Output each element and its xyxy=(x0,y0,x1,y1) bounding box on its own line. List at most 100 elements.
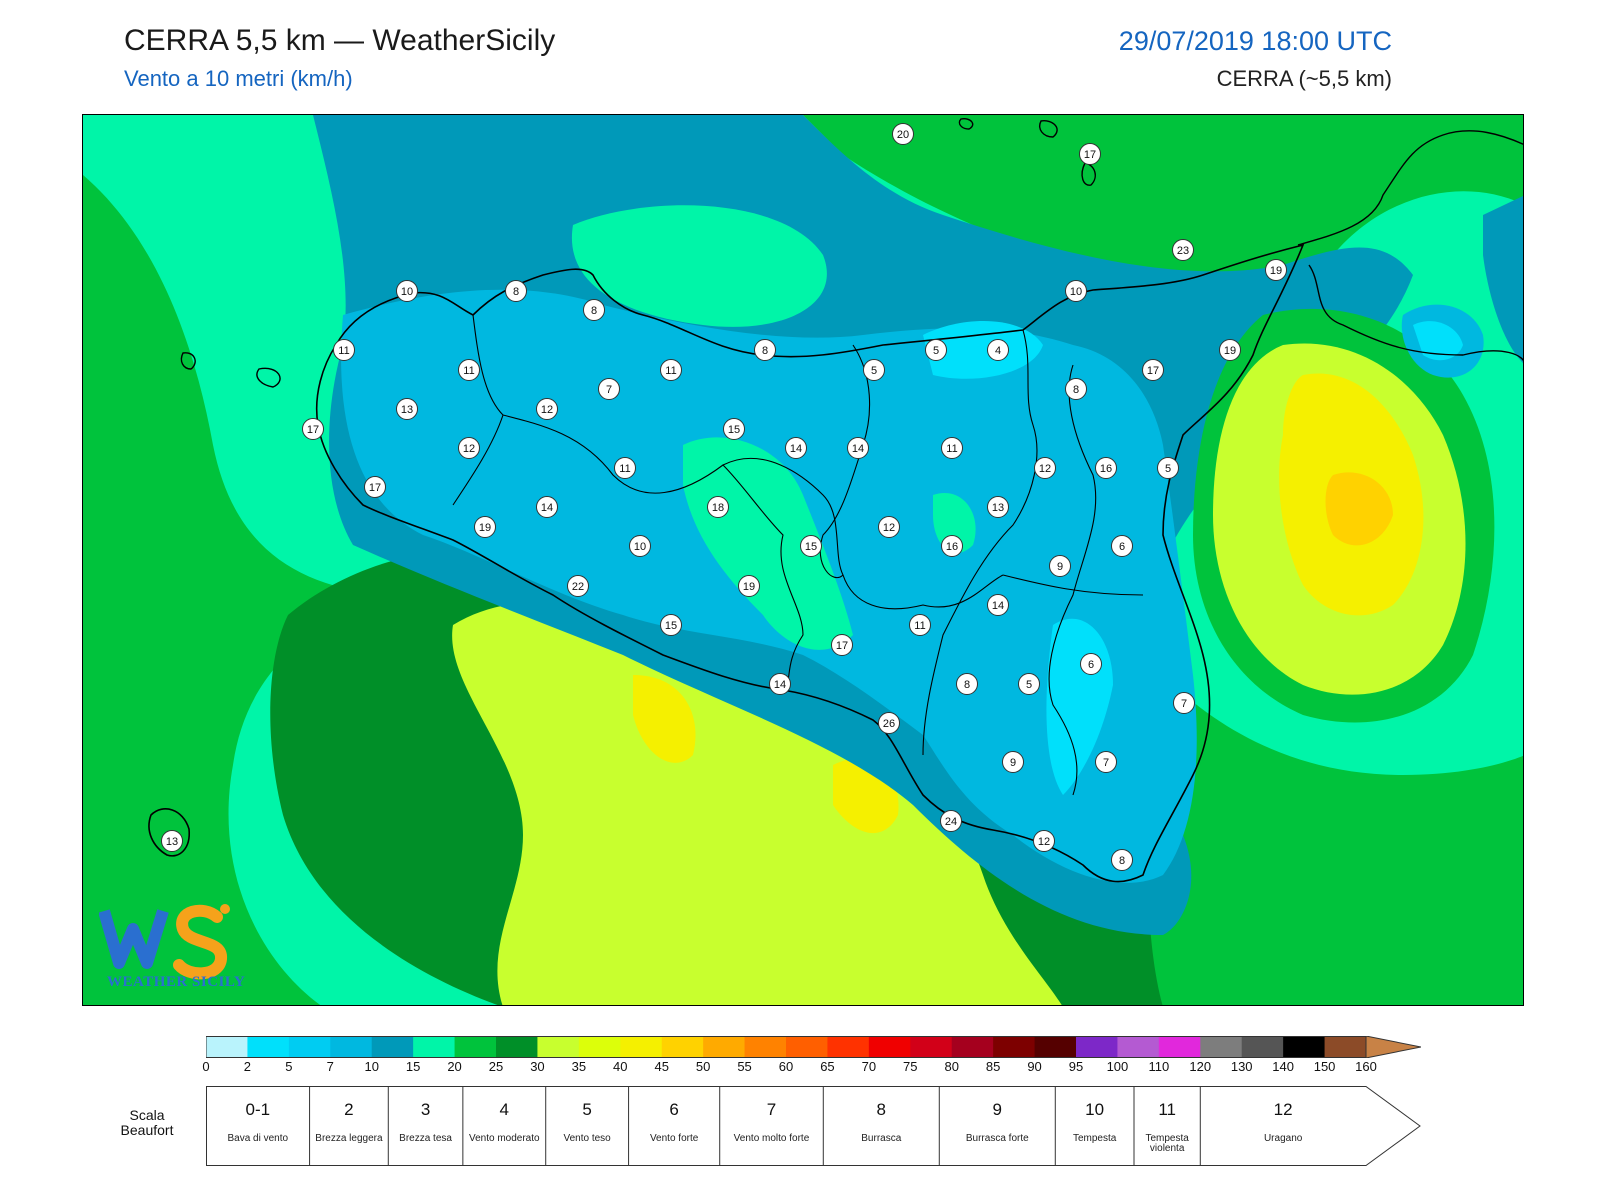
colorbar-swatch xyxy=(1117,1036,1160,1058)
colorbar-swatch xyxy=(868,1036,911,1058)
beaufort-number: 4 xyxy=(499,1100,509,1119)
beaufort-level: 4 Vento moderato xyxy=(463,1086,546,1164)
beaufort-description: Uragano xyxy=(1263,1133,1303,1144)
station-marker: 19 xyxy=(474,516,496,538)
colorbar-tick-label: 55 xyxy=(737,1059,752,1074)
station-marker: 8 xyxy=(505,280,527,302)
station-marker: 17 xyxy=(302,418,324,440)
station-marker: 11 xyxy=(333,339,355,361)
colorbar-tick-label: 110 xyxy=(1148,1059,1170,1074)
colorbar-swatch xyxy=(744,1036,787,1058)
station-marker: 14 xyxy=(785,437,807,459)
beaufort-number: 5 xyxy=(582,1100,592,1119)
beaufort-caption: Scala Beaufort xyxy=(120,1107,174,1138)
station-marker: 5 xyxy=(863,359,885,381)
station-marker: 24 xyxy=(940,810,962,832)
station-marker: 7 xyxy=(1095,751,1117,773)
station-marker: 15 xyxy=(723,418,745,440)
colorbar-swatch xyxy=(910,1036,953,1058)
station-marker: 14 xyxy=(847,437,869,459)
wind-speed-colorbar xyxy=(206,1036,1421,1058)
colorbar-tick-label: 65 xyxy=(820,1059,835,1074)
station-marker: 22 xyxy=(567,575,589,597)
beaufort-number: 3 xyxy=(420,1100,431,1119)
beaufort-description: Tempesta violenta xyxy=(1145,1133,1189,1154)
station-marker: 11 xyxy=(614,457,636,479)
station-marker: 19 xyxy=(1219,339,1241,361)
beaufort-number: 8 xyxy=(876,1100,887,1119)
colorbar-swatch xyxy=(786,1036,828,1058)
station-marker: 5 xyxy=(1018,673,1040,695)
map-title: CERRA 5,5 km — WeatherSicily xyxy=(124,24,556,57)
colorbar-swatch xyxy=(620,1036,663,1058)
colorbar-tick-label: 120 xyxy=(1189,1059,1212,1074)
colorbar-tick-label: 140 xyxy=(1272,1059,1294,1074)
colorbar-swatch xyxy=(703,1036,746,1058)
beaufort-level: 5 Vento teso xyxy=(546,1086,629,1164)
colorbar-swatch xyxy=(330,1036,373,1058)
colorbar-swatch xyxy=(993,1036,1036,1058)
beaufort-description: Tempesta xyxy=(1072,1133,1117,1144)
station-marker: 11 xyxy=(660,359,682,381)
station-marker: 4 xyxy=(987,339,1009,361)
wind-map: 20 17 23 19 10 8 8 11 11 7 11 8 5 5 4 10… xyxy=(82,114,1524,1006)
colorbar-tick-label: 2 xyxy=(243,1059,252,1074)
station-marker: 20 xyxy=(892,123,914,145)
station-marker: 12 xyxy=(1033,830,1055,852)
colorbar-tick-label: 25 xyxy=(488,1059,504,1074)
colorbar-tick-label: 15 xyxy=(405,1059,421,1074)
colorbar-swatch xyxy=(371,1036,414,1058)
station-marker: 5 xyxy=(925,339,947,361)
beaufort-scale-frame xyxy=(206,1086,1421,1166)
colorbar-tick-label: 95 xyxy=(1068,1059,1084,1074)
beaufort-number: 10 xyxy=(1085,1100,1105,1119)
station-marker: 14 xyxy=(769,673,791,695)
colorbar-swatch xyxy=(1158,1036,1201,1058)
station-marker: 13 xyxy=(161,830,183,852)
colorbar-tick-label: 160 xyxy=(1355,1059,1377,1074)
colorbar-tick-label: 75 xyxy=(903,1059,918,1074)
colorbar-swatch xyxy=(454,1036,497,1058)
colorbar-swatch xyxy=(496,1036,538,1058)
colorbar-swatch xyxy=(206,1036,248,1058)
colorbar-tick-label: 45 xyxy=(654,1059,669,1074)
colorbar-tick-label: 100 xyxy=(1106,1059,1129,1074)
beaufort-description: Burrasca forte xyxy=(965,1133,1029,1144)
station-marker: 16 xyxy=(941,535,963,557)
map-subtitle: Vento a 10 metri (km/h) xyxy=(124,66,353,91)
colorbar-tick-label: 50 xyxy=(695,1059,711,1074)
station-marker: 14 xyxy=(536,496,558,518)
station-marker: 8 xyxy=(1065,378,1087,400)
station-marker: 15 xyxy=(660,614,682,636)
station-marker: 7 xyxy=(598,378,620,400)
forecast-datetime: 29/07/2019 18:00 UTC xyxy=(1118,26,1392,56)
beaufort-description: Brezza leggera xyxy=(315,1133,383,1144)
colorbar-tick-label: 60 xyxy=(778,1059,794,1074)
beaufort-number: 12 xyxy=(1273,1100,1293,1119)
station-marker: 6 xyxy=(1080,653,1102,675)
station-marker: 11 xyxy=(909,614,931,636)
colorbar-swatch xyxy=(1034,1036,1077,1058)
station-marker: 19 xyxy=(1265,259,1287,281)
station-marker: 5 xyxy=(1157,457,1179,479)
colorbar-swatch xyxy=(827,1036,870,1058)
station-marker: 10 xyxy=(396,280,418,302)
colorbar-tick-label: 90 xyxy=(1027,1059,1042,1074)
colorbar-tick-label: 40 xyxy=(613,1059,628,1074)
colorbar-swatch xyxy=(951,1036,994,1058)
station-marker: 12 xyxy=(878,516,900,538)
weathersicily-logo xyxy=(99,904,230,980)
beaufort-number: 7 xyxy=(766,1100,777,1119)
station-marker: 17 xyxy=(831,634,853,656)
station-marker: 23 xyxy=(1172,239,1194,261)
station-marker: 17 xyxy=(1142,359,1164,381)
station-marker: 14 xyxy=(987,594,1009,616)
station-marker: 17 xyxy=(1079,143,1101,165)
beaufort-number: 6 xyxy=(669,1100,679,1119)
logo-caption: WEATHER SICILY xyxy=(107,974,246,990)
beaufort-number: 9 xyxy=(992,1100,1003,1119)
colorbar-swatch xyxy=(1283,1036,1326,1058)
colorbar-tick-label: 20 xyxy=(447,1059,462,1074)
beaufort-description: Bava di vento xyxy=(227,1133,289,1144)
station-marker: 8 xyxy=(956,673,978,695)
